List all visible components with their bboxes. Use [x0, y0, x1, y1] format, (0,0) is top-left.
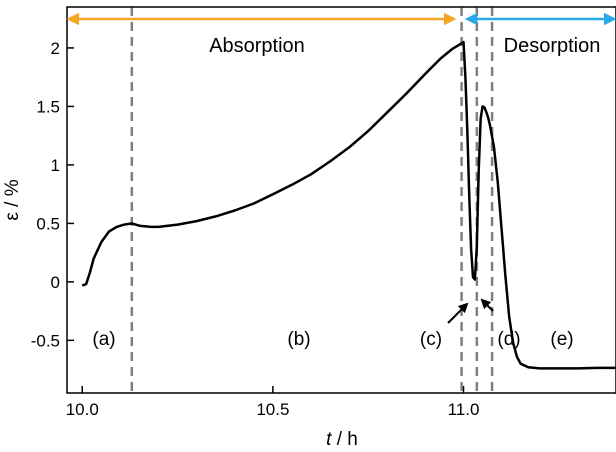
x-tick-label: 10.0	[66, 400, 99, 419]
y-tick-label: 1	[51, 156, 60, 175]
annotation-arrow-left	[447, 302, 469, 324]
region-label-b: (b)	[287, 329, 310, 350]
region-label-e: (e)	[550, 329, 573, 350]
region-label-d: (d)	[497, 329, 520, 350]
y-tick-label: 2	[51, 39, 60, 58]
y-tick-label: 0	[51, 273, 60, 292]
x-axis-title-var: t	[326, 429, 332, 450]
y-tick-label: 0.5	[36, 214, 60, 233]
annotation-arrow-right	[480, 298, 494, 312]
x-tick-label: 10.5	[256, 400, 289, 419]
region-label-a: (a)	[92, 329, 115, 350]
y-axis-title: ε / %	[2, 179, 23, 220]
plot-frame	[66, 6, 616, 394]
x-tick-label: 11.0	[448, 400, 480, 419]
region-label-c: (c)	[420, 329, 442, 350]
strain-line	[81, 40, 616, 370]
desorption-label: Desorption	[504, 35, 601, 57]
x-axis-title-unit: / h	[331, 429, 357, 450]
absorption-label: Absorption	[209, 35, 305, 57]
x-axis-title: t / h	[326, 429, 358, 450]
y-tick-label: -0.5	[31, 331, 60, 350]
y-tick-label: 1.5	[36, 97, 60, 116]
